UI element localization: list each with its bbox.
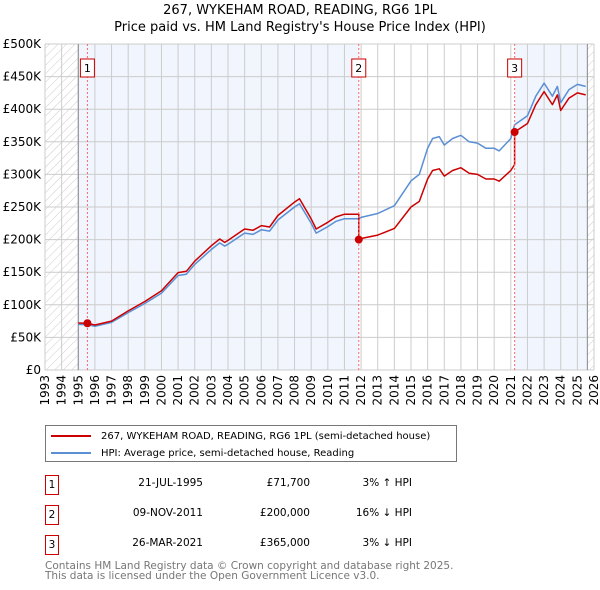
- y-tick-label: £300K: [3, 167, 43, 181]
- y-tick-label: £50K: [10, 330, 42, 344]
- x-tick-label: 2006: [254, 375, 268, 406]
- x-tick-label: 2020: [487, 375, 501, 406]
- x-tick-label: 2023: [537, 375, 551, 406]
- sale-row: 1 21-JUL-1995 £71,700 3% ↑ HPI: [45, 475, 465, 495]
- x-tick-label: 2022: [520, 375, 534, 406]
- sale-marker-label: 3: [511, 62, 518, 75]
- x-tick-label: 2021: [504, 375, 518, 406]
- legend: 267, WYKEHAM ROAD, READING, RG6 1PL (sem…: [45, 425, 457, 462]
- x-tick-label: 1999: [138, 375, 152, 406]
- sale-marker-box: [79, 58, 95, 78]
- x-tick-label: 2013: [371, 375, 385, 406]
- sale-row: 2 09-NOV-2011 £200,000 16% ↓ HPI: [45, 505, 465, 525]
- sale-marker-box: [507, 58, 523, 78]
- copyright-line: Contains HM Land Registry data © Crown c…: [45, 560, 454, 572]
- legend-label: HPI: Average price, semi-detached house,…: [101, 447, 355, 459]
- x-tick-label: 2008: [288, 375, 302, 406]
- x-tick-label: 1996: [88, 375, 102, 406]
- x-tick-label: 2019: [471, 375, 485, 406]
- sale-point: [354, 235, 363, 244]
- x-tick-label: 2002: [188, 375, 202, 406]
- x-tick-label: 2003: [204, 375, 218, 406]
- hpi-line: [78, 82, 586, 328]
- sale-hpi-diff: 16% ↓ HPI: [355, 507, 412, 519]
- sale-marker-label: 2: [355, 62, 362, 75]
- x-tick-label: 2007: [271, 375, 285, 406]
- x-tick-label: 2017: [437, 375, 451, 406]
- sale-marker-label: 1: [84, 62, 91, 75]
- x-tick-label: 2012: [354, 375, 368, 406]
- x-tick-label: 1998: [121, 375, 135, 406]
- y-tick-label: £100K: [3, 298, 43, 312]
- x-tick-label: 2009: [304, 375, 318, 406]
- x-tick-label: 2014: [387, 375, 401, 406]
- x-tick-label: 2018: [454, 375, 468, 406]
- sale-date: 21-JUL-1995: [138, 477, 203, 489]
- sale-row: 3 26-MAR-2021 £365,000 3% ↓ HPI: [45, 535, 465, 555]
- x-tick-label: 1993: [38, 375, 52, 406]
- x-tick-label: 2026: [587, 375, 600, 406]
- legend-label: 267, WYKEHAM ROAD, READING, RG6 1PL (sem…: [101, 430, 431, 442]
- sale-badge: 1: [45, 475, 59, 495]
- legend-item-hpi: HPI: Average price, semi-detached house,…: [51, 445, 354, 461]
- footer: Contains HM Land Registry data © Crown c…: [45, 560, 454, 582]
- sale-price: £71,700: [266, 477, 310, 489]
- x-tick-label: 1995: [71, 375, 85, 406]
- title-line: 267, WYKEHAM ROAD, READING, RG6 1PL: [163, 3, 437, 18]
- y-tick-label: £0: [26, 363, 41, 377]
- y-tick-label: £500K: [3, 37, 43, 51]
- y-tick-label: £350K: [3, 135, 43, 149]
- legend-swatch-red: [51, 435, 91, 437]
- sale-badge: 3: [45, 535, 59, 555]
- x-tick-label: 2010: [321, 375, 335, 406]
- sale-hpi-diff: 3% ↑ HPI: [362, 477, 412, 489]
- chart-title: 267, WYKEHAM ROAD, READING, RG6 1PL Pric…: [0, 2, 600, 36]
- sale-marker-box: [351, 58, 367, 78]
- sale-badge: 2: [45, 505, 59, 525]
- x-tick-label: 2011: [337, 375, 351, 406]
- y-tick-label: £250K: [3, 200, 43, 214]
- sale-price: £200,000: [259, 507, 310, 519]
- sale-date: 09-NOV-2011: [132, 507, 203, 519]
- sale-price: £365,000: [259, 537, 310, 549]
- x-tick-label: 2015: [404, 375, 418, 406]
- sale-point: [83, 319, 92, 328]
- x-tick-label: 2024: [554, 375, 568, 406]
- x-tick-label: 2001: [171, 375, 185, 406]
- x-tick-label: 2004: [221, 375, 235, 406]
- legend-item-price: 267, WYKEHAM ROAD, READING, RG6 1PL (sem…: [51, 428, 430, 444]
- x-tick-label: 2025: [570, 375, 584, 406]
- licence-line: This data is licensed under the Open Gov…: [45, 570, 380, 582]
- y-tick-label: £150K: [3, 265, 43, 279]
- y-tick-label: £400K: [3, 102, 43, 116]
- x-tick-label: 1997: [105, 375, 119, 406]
- sale-point: [510, 128, 519, 137]
- x-tick-label: 2005: [238, 375, 252, 406]
- legend-swatch-blue: [51, 452, 91, 454]
- subtitle-line: Price paid vs. HM Land Registry's House …: [114, 20, 486, 35]
- x-tick-label: 2016: [421, 375, 435, 406]
- sale-date: 26-MAR-2021: [132, 537, 203, 549]
- x-tick-label: 1994: [55, 375, 69, 406]
- x-tick-label: 2000: [154, 375, 168, 406]
- y-tick-label: £450K: [3, 70, 43, 84]
- sale-hpi-diff: 3% ↓ HPI: [362, 537, 412, 549]
- y-tick-label: £200K: [3, 233, 43, 247]
